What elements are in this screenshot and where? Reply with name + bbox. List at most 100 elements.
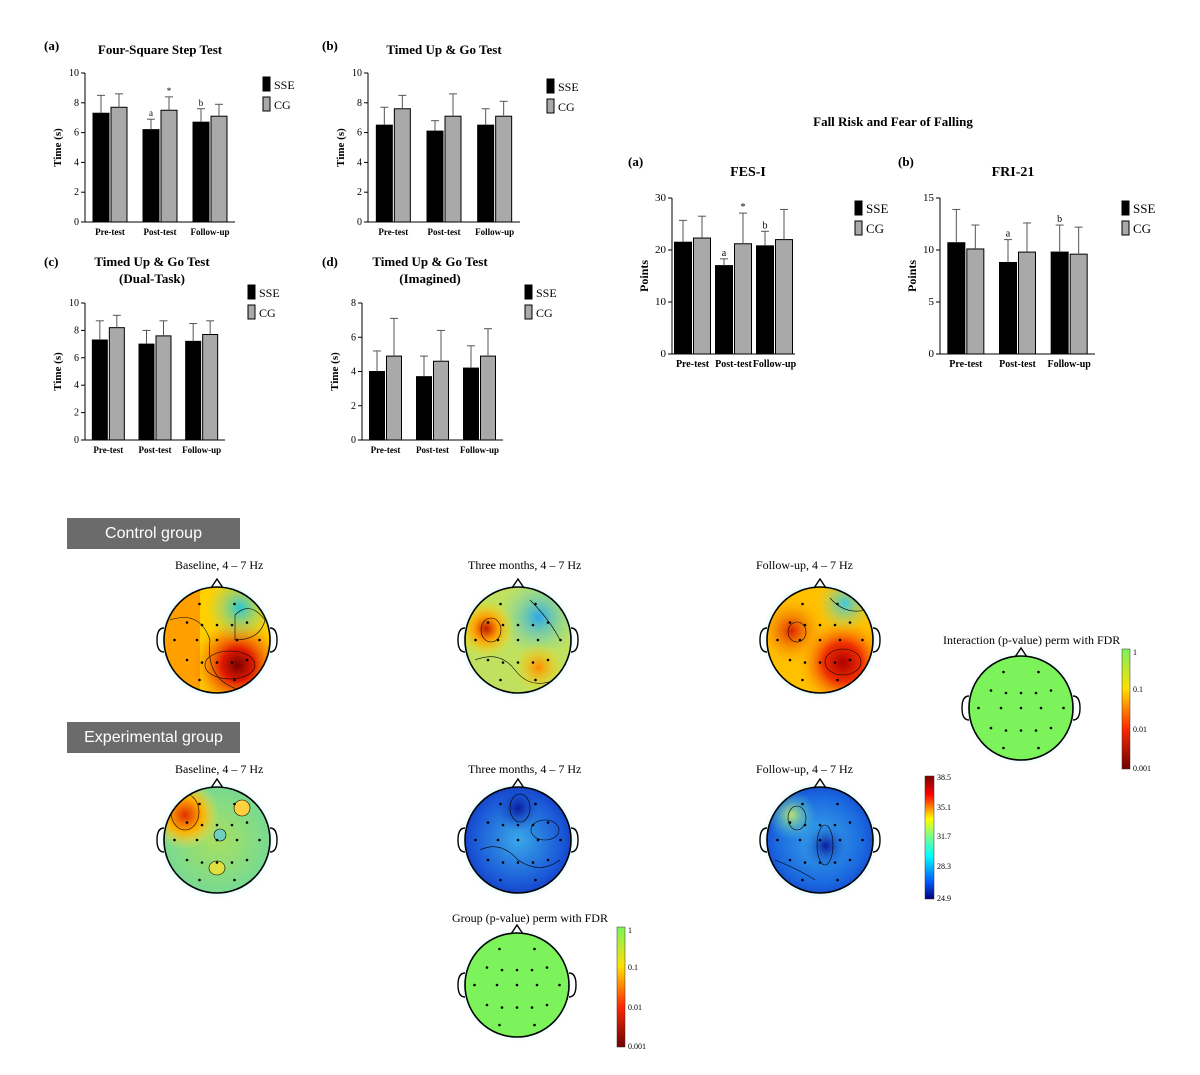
- bar-sse: [185, 340, 202, 441]
- bar-cg: [734, 243, 752, 355]
- electrode-dot: [230, 661, 234, 664]
- electrode-dot: [838, 838, 842, 842]
- electrode-dot: [776, 838, 779, 842]
- electrode-dot: [803, 823, 807, 827]
- electrode-dot: [198, 878, 201, 882]
- electrode-dot: [233, 602, 236, 606]
- electrode-dot: [499, 802, 502, 806]
- electrode-dot: [534, 878, 537, 882]
- electrode-dot: [977, 706, 980, 710]
- group-map-title: Group (p-value) perm with FDR: [452, 911, 608, 925]
- x-tick-label: Post-test: [139, 445, 172, 455]
- bar-sse: [426, 130, 444, 223]
- legend-swatch: [524, 304, 533, 320]
- significance-mark: a: [1006, 229, 1011, 240]
- electrode-dot: [798, 638, 802, 642]
- electrode-dot: [198, 678, 201, 682]
- panel-title: FRI-21: [992, 165, 1035, 180]
- x-tick-label: Post-test: [144, 227, 177, 237]
- bar-cg: [210, 115, 228, 223]
- electrode-dot: [801, 878, 804, 882]
- y-tick-label: 8: [351, 298, 356, 309]
- electrode-dot: [776, 638, 779, 642]
- bar-cg: [108, 327, 125, 441]
- topomap-experimental-three-months: [457, 777, 579, 900]
- electrode-dot: [495, 983, 499, 987]
- y-axis-label: Time (s): [52, 352, 64, 391]
- electrode-dot: [198, 802, 201, 806]
- y-tick-label: 4: [74, 380, 79, 391]
- bar-cg: [966, 248, 985, 355]
- electrode-dot: [516, 661, 520, 664]
- map-title-follow-up: Follow-up, 4 – 7 Hz: [756, 762, 853, 776]
- map-title-follow-up: Follow-up, 4 – 7 Hz: [756, 558, 853, 572]
- electrode-dot: [848, 858, 852, 862]
- electrode-dot: [801, 678, 804, 682]
- electrode-dot: [496, 838, 500, 842]
- electrode-dot: [546, 821, 550, 824]
- bar-cg: [110, 106, 128, 223]
- y-tick-label: 20: [655, 244, 667, 256]
- legend-label: CG: [1133, 221, 1151, 236]
- electrode-dot: [536, 638, 540, 642]
- bar-sse: [715, 265, 733, 355]
- panel-subtitle: (Imagined): [399, 271, 460, 286]
- electrode-dot: [788, 621, 792, 624]
- electrode-dot: [838, 638, 842, 642]
- pvalue-tick: 0.1: [1133, 685, 1143, 694]
- electrode-dot: [501, 661, 505, 664]
- bar-chart-timed-up-go-dual-task: 0 2 4 6 8 10 Time (s) Pre-test Post-test Follow-u…: [52, 284, 280, 455]
- significance-mark: b: [763, 220, 768, 231]
- electrode-dot: [1034, 729, 1038, 732]
- x-tick-label: Follow-up: [190, 227, 229, 237]
- electrode-dot: [200, 623, 204, 627]
- y-tick-label: 6: [74, 353, 79, 364]
- bar-cg: [693, 237, 711, 355]
- electrode-dot: [1037, 746, 1040, 750]
- electrode-dot: [836, 678, 839, 682]
- electrode-dot: [245, 658, 249, 662]
- significance-mark: b: [199, 98, 204, 108]
- map-title-three-months: Three months, 4 – 7 Hz: [468, 762, 582, 776]
- electrode-dot: [546, 858, 550, 862]
- electrode-dot: [848, 621, 852, 624]
- colorbar-tick: 24.9: [937, 894, 951, 903]
- electrode-dot: [499, 678, 502, 682]
- bar-sse: [369, 371, 385, 441]
- topomap-group-pvalue: [457, 923, 577, 1043]
- panel-letter: (b): [322, 38, 338, 53]
- panel-title: Timed Up & Go Test: [94, 254, 210, 269]
- legend-swatch: [1121, 220, 1130, 236]
- topomap-experimental-follow-up: [759, 777, 881, 900]
- electrode-dot: [535, 983, 539, 987]
- electrode-dot: [545, 966, 549, 969]
- legend-swatch: [546, 98, 555, 114]
- map-title-three-months: Three months, 4 – 7 Hz: [468, 558, 582, 572]
- electrode-dot: [818, 661, 822, 664]
- group-pvalue-colorbar: 1 0.1 0.01 0.001: [616, 926, 646, 1051]
- electrode-dot: [516, 623, 520, 627]
- electrode-dot: [198, 602, 201, 606]
- x-tick-label: Follow-up: [460, 445, 499, 455]
- electrode-dot: [861, 838, 864, 842]
- significance-mark: a: [722, 248, 727, 259]
- topomap-interaction-pvalue: [961, 646, 1081, 766]
- bar-sse: [463, 367, 479, 441]
- electrode-dot: [833, 623, 837, 627]
- x-tick-label: Pre-test: [93, 445, 123, 455]
- electrode-dot: [531, 623, 535, 627]
- y-tick-label: 4: [351, 367, 356, 378]
- bar-chart-four-square-step-test: 0 2 4 6 8 10 Time (s) Pre-test a * Post-test b Follo…: [52, 68, 295, 237]
- bar-charts-figure: Fall Risk and Fear of Falling (a) Four-S…: [44, 38, 1155, 455]
- electrode-dot: [473, 983, 476, 987]
- electrode-dot: [788, 821, 792, 824]
- legend-swatch: [854, 220, 863, 236]
- legend-swatch: [546, 78, 555, 94]
- y-axis-label: Points: [905, 260, 919, 292]
- electrode-dot: [486, 658, 490, 662]
- electrode-dot: [215, 823, 219, 827]
- y-tick-label: 10: [69, 298, 79, 309]
- pvalue-tick: 1: [1133, 648, 1137, 657]
- x-tick-label: Pre-test: [676, 359, 710, 370]
- electrode-dot: [861, 638, 864, 642]
